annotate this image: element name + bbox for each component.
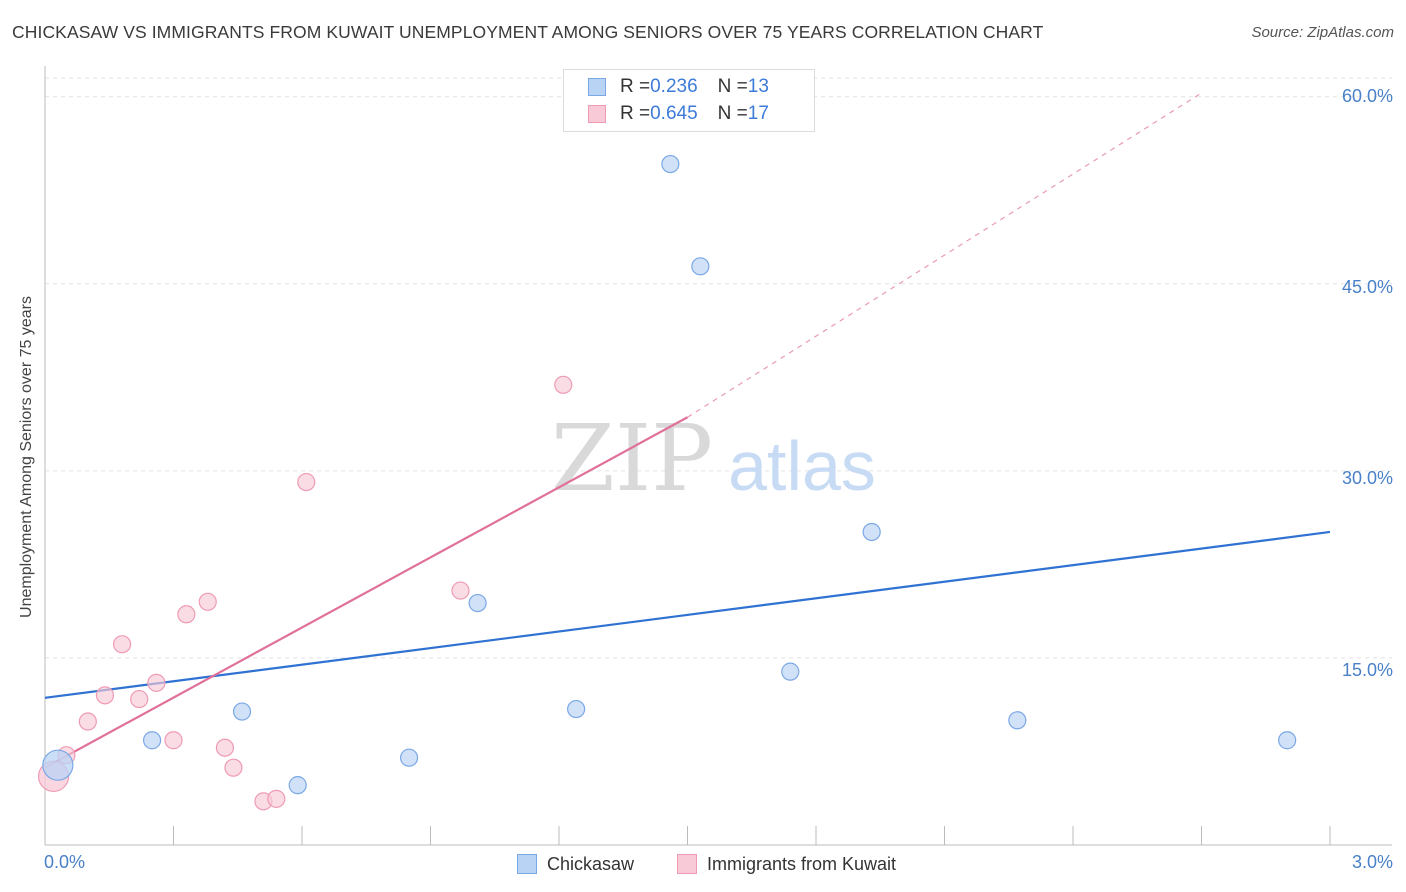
point-chickasaw	[862, 522, 881, 542]
y-tick-60: 60.0%	[1341, 86, 1393, 106]
point-kuwait	[451, 581, 470, 600]
bottom-legend-kuwait: Immigrants from Kuwait	[677, 852, 896, 876]
legend-n-label: N =	[717, 76, 748, 97]
point-kuwait	[554, 375, 573, 394]
point-chickasaw	[468, 593, 487, 613]
point-chickasaw	[567, 699, 586, 719]
bottom-legend-label: Immigrants from Kuwait	[707, 853, 897, 874]
point-chickasaw	[142, 731, 162, 750]
point-chickasaw	[691, 257, 710, 276]
y-axis-label: Unemployment Among Seniors over 75 years	[18, 296, 35, 618]
point-kuwait	[164, 731, 183, 750]
point-chickasaw	[232, 702, 252, 721]
legend-r-value: 0.236	[650, 76, 698, 97]
legend-r-value: 0.645	[650, 103, 698, 124]
bottom-legend-swatch-blue	[517, 854, 537, 874]
y-tick-15: 15.0%	[1341, 660, 1393, 680]
point-kuwait	[297, 472, 316, 492]
watermark: ZIP atlas	[551, 405, 876, 512]
point-kuwait	[112, 635, 132, 654]
y-tick-30: 30.0%	[1341, 468, 1393, 488]
correlation-legend: R = 0.236 N = 13 R = 0.645 N = 17	[563, 69, 815, 132]
point-chickasaw	[288, 776, 307, 795]
trendline-chickasaw	[44, 530, 1331, 699]
point-kuwait	[147, 673, 166, 692]
x-tick-max: 3.0%	[1351, 852, 1393, 872]
bottom-legend-chickasaw: Chickasaw	[517, 852, 634, 876]
point-kuwait	[198, 592, 217, 611]
x-tick-min: 0.0%	[44, 852, 86, 872]
watermark-zip: ZIP	[551, 405, 713, 512]
legend-swatch-blue	[588, 78, 606, 96]
watermark-atlas: atlas	[728, 427, 876, 505]
point-kuwait	[130, 689, 149, 709]
legend-row-chickasaw: R = 0.236 N = 13	[588, 75, 769, 99]
trendline-kuwait	[44, 416, 689, 769]
point-kuwait	[177, 605, 196, 624]
point-chickasaw	[1008, 711, 1027, 730]
y-tick-45: 45.0%	[1341, 277, 1393, 297]
bottom-legend-label: Chickasaw	[547, 853, 635, 874]
point-chickasaw	[399, 748, 419, 767]
legend-n-value: 13	[747, 76, 769, 97]
bottom-legend-swatch-pink	[677, 854, 697, 874]
legend-row-kuwait: R = 0.645 N = 17	[588, 102, 769, 126]
chart-title: CHICKASAW VS IMMIGRANTS FROM KUWAIT UNEM…	[12, 22, 1044, 42]
point-kuwait	[267, 789, 286, 808]
point-chickasaw	[42, 749, 74, 781]
point-kuwait	[95, 686, 115, 705]
legend-n-label: N =	[717, 103, 748, 124]
point-kuwait	[78, 712, 97, 731]
legend-swatch-pink	[588, 105, 606, 123]
trendline-kuwait-extension	[687, 92, 1202, 418]
point-chickasaw	[661, 154, 680, 174]
point-kuwait	[224, 758, 243, 777]
point-chickasaw	[1278, 731, 1297, 750]
source-label: Source: ZipAtlas.com	[1251, 24, 1394, 41]
legend-r-label: R =	[620, 76, 651, 97]
point-kuwait	[215, 738, 234, 757]
legend-r-label: R =	[620, 103, 651, 124]
legend-n-value: 17	[747, 103, 769, 124]
point-chickasaw	[781, 662, 800, 681]
